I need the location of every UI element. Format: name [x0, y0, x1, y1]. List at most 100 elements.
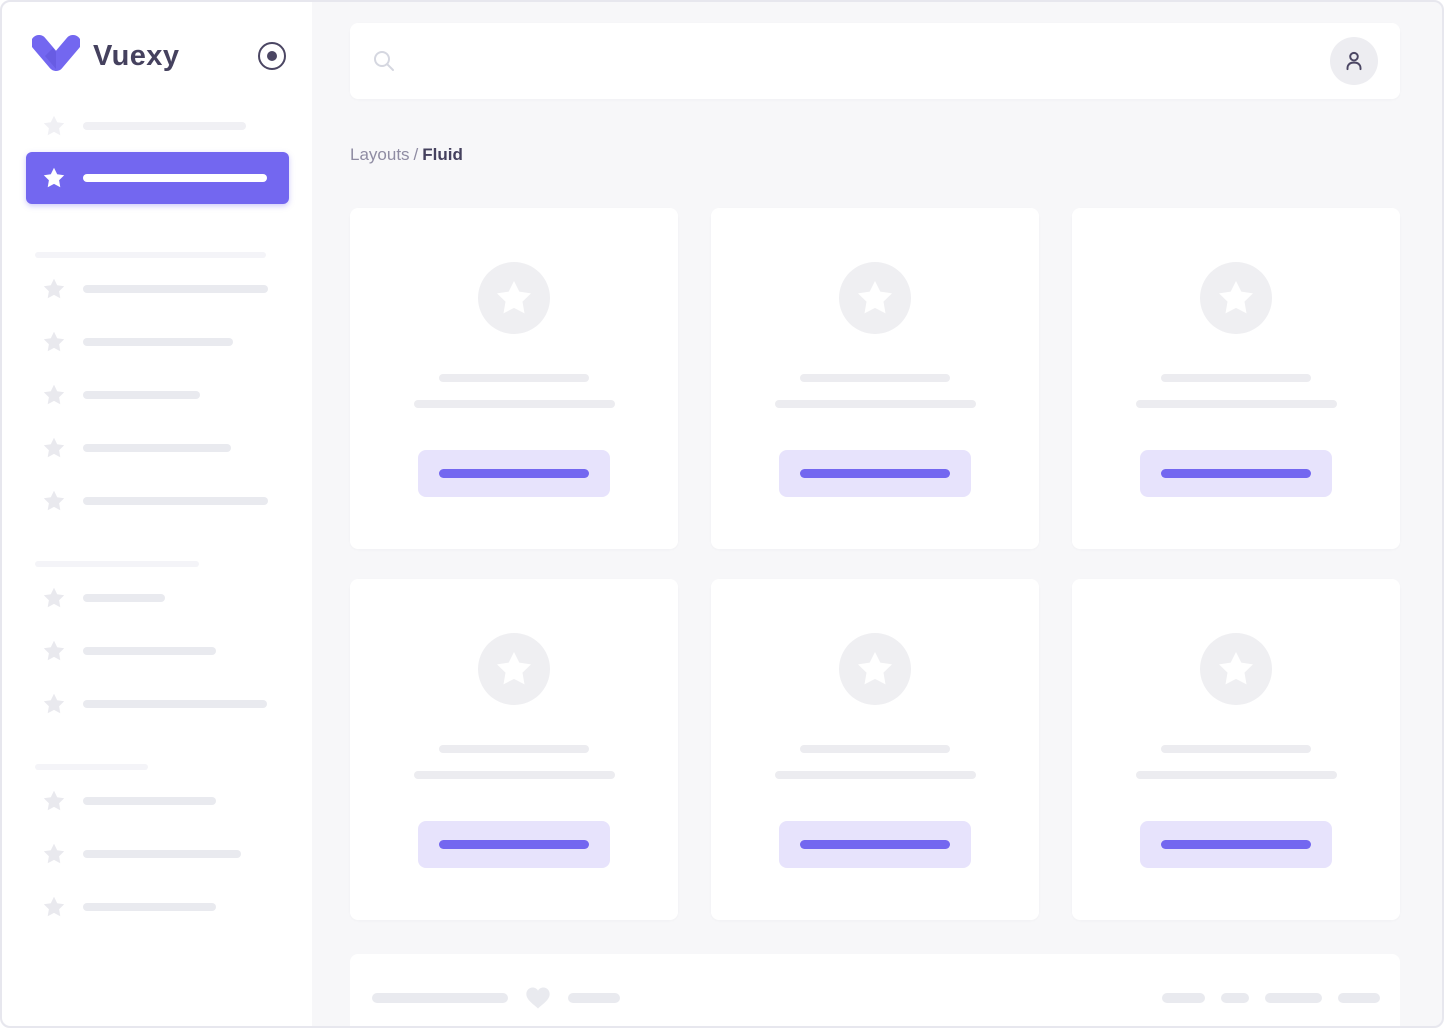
menu-label-bar	[83, 285, 268, 293]
footer-left	[372, 984, 620, 1012]
star-icon	[42, 114, 66, 138]
card-text-bar	[774, 771, 976, 779]
sidebar-item[interactable]	[42, 383, 289, 407]
menu-label-bar	[83, 797, 216, 805]
star-icon	[1216, 649, 1256, 689]
card-text-bar	[800, 745, 950, 753]
footer-link-bar	[1338, 993, 1380, 1003]
menu-label-bar	[83, 903, 216, 911]
card-text-bar	[800, 374, 950, 382]
sidebar-item[interactable]	[42, 895, 289, 919]
card-action-button[interactable]	[779, 450, 971, 497]
menu-label-bar	[83, 497, 268, 505]
card-text-bar	[413, 771, 615, 779]
card-text-bar	[439, 745, 589, 753]
sidebar-item[interactable]	[42, 586, 289, 610]
menu-label-bar	[83, 338, 233, 346]
menu-label-bar	[83, 594, 165, 602]
star-icon	[42, 330, 66, 354]
star-icon	[855, 649, 895, 689]
card-action-button[interactable]	[779, 821, 971, 868]
menu-label-bar	[83, 122, 246, 130]
card-text-bar	[413, 400, 615, 408]
star-icon	[42, 789, 66, 813]
sidebar-item[interactable]	[42, 489, 289, 513]
button-label-bar	[439, 840, 589, 849]
menu-label-bar	[83, 444, 231, 452]
menu-pin-toggle-icon[interactable]	[258, 42, 286, 70]
card-action-button[interactable]	[418, 450, 610, 497]
card-avatar-circle	[1200, 262, 1272, 334]
star-icon	[42, 383, 66, 407]
star-icon	[494, 278, 534, 318]
button-label-bar	[800, 469, 950, 478]
footer-text-bar	[372, 993, 508, 1003]
footer-link-bar	[1265, 993, 1322, 1003]
star-icon	[42, 436, 66, 460]
sidebar-item[interactable]	[42, 277, 289, 301]
menu-label-bar	[83, 700, 267, 708]
footer-text-bar	[568, 993, 620, 1003]
search-icon	[372, 49, 396, 73]
main-content: Layouts / Fluid	[312, 2, 1442, 1026]
cards-grid	[350, 208, 1400, 920]
card-text-bar	[1135, 771, 1337, 779]
card-text-bar	[1161, 374, 1311, 382]
sidebar-item[interactable]	[42, 692, 289, 716]
menu-label-bar	[83, 174, 267, 182]
card-avatar-circle	[1200, 633, 1272, 705]
user-avatar[interactable]	[1330, 37, 1378, 85]
brand-title: Vuexy	[93, 39, 180, 72]
card-action-button[interactable]	[1140, 450, 1332, 497]
card-text-bar	[1135, 400, 1337, 408]
sidebar-item[interactable]	[42, 639, 289, 663]
card-text-bar	[1161, 745, 1311, 753]
card-avatar-circle	[839, 262, 911, 334]
breadcrumb-section[interactable]: Layouts	[350, 145, 410, 164]
card-text-bar	[439, 374, 589, 382]
vuexy-logo-icon	[31, 35, 81, 77]
sidebar-item[interactable]	[42, 842, 289, 866]
sidebar-menu	[2, 77, 312, 919]
sidebar-item[interactable]	[42, 436, 289, 460]
search-bar[interactable]	[350, 23, 1400, 99]
card-avatar-circle	[478, 262, 550, 334]
card-action-button[interactable]	[1140, 821, 1332, 868]
placeholder-card	[350, 579, 678, 920]
star-icon	[42, 639, 66, 663]
star-icon	[494, 649, 534, 689]
star-icon	[42, 586, 66, 610]
button-label-bar	[1161, 840, 1311, 849]
placeholder-card	[1072, 579, 1400, 920]
star-icon	[42, 489, 66, 513]
card-text-bar	[774, 400, 976, 408]
card-action-button[interactable]	[418, 821, 610, 868]
sidebar-item[interactable]	[42, 114, 289, 138]
breadcrumb-separator: /	[413, 145, 419, 164]
placeholder-card	[711, 208, 1039, 549]
star-icon	[42, 692, 66, 716]
sidebar-item[interactable]	[42, 789, 289, 813]
breadcrumb-current: Fluid	[422, 145, 463, 164]
placeholder-card	[350, 208, 678, 549]
star-icon	[42, 166, 66, 190]
menu-label-bar	[83, 647, 216, 655]
footer-link-bar	[1162, 993, 1205, 1003]
menu-section-divider	[35, 764, 148, 770]
star-icon	[1216, 278, 1256, 318]
button-label-bar	[439, 469, 589, 478]
card-avatar-circle	[478, 633, 550, 705]
button-label-bar	[1161, 469, 1311, 478]
sidebar-item[interactable]	[26, 152, 289, 204]
star-icon	[42, 895, 66, 919]
footer-link-bar	[1221, 993, 1249, 1003]
footer-links	[1162, 993, 1380, 1003]
card-avatar-circle	[839, 633, 911, 705]
placeholder-card	[711, 579, 1039, 920]
sidebar-item[interactable]	[42, 330, 289, 354]
heart-icon	[524, 984, 552, 1012]
button-label-bar	[800, 840, 950, 849]
star-icon	[855, 278, 895, 318]
menu-section-divider	[35, 561, 199, 567]
